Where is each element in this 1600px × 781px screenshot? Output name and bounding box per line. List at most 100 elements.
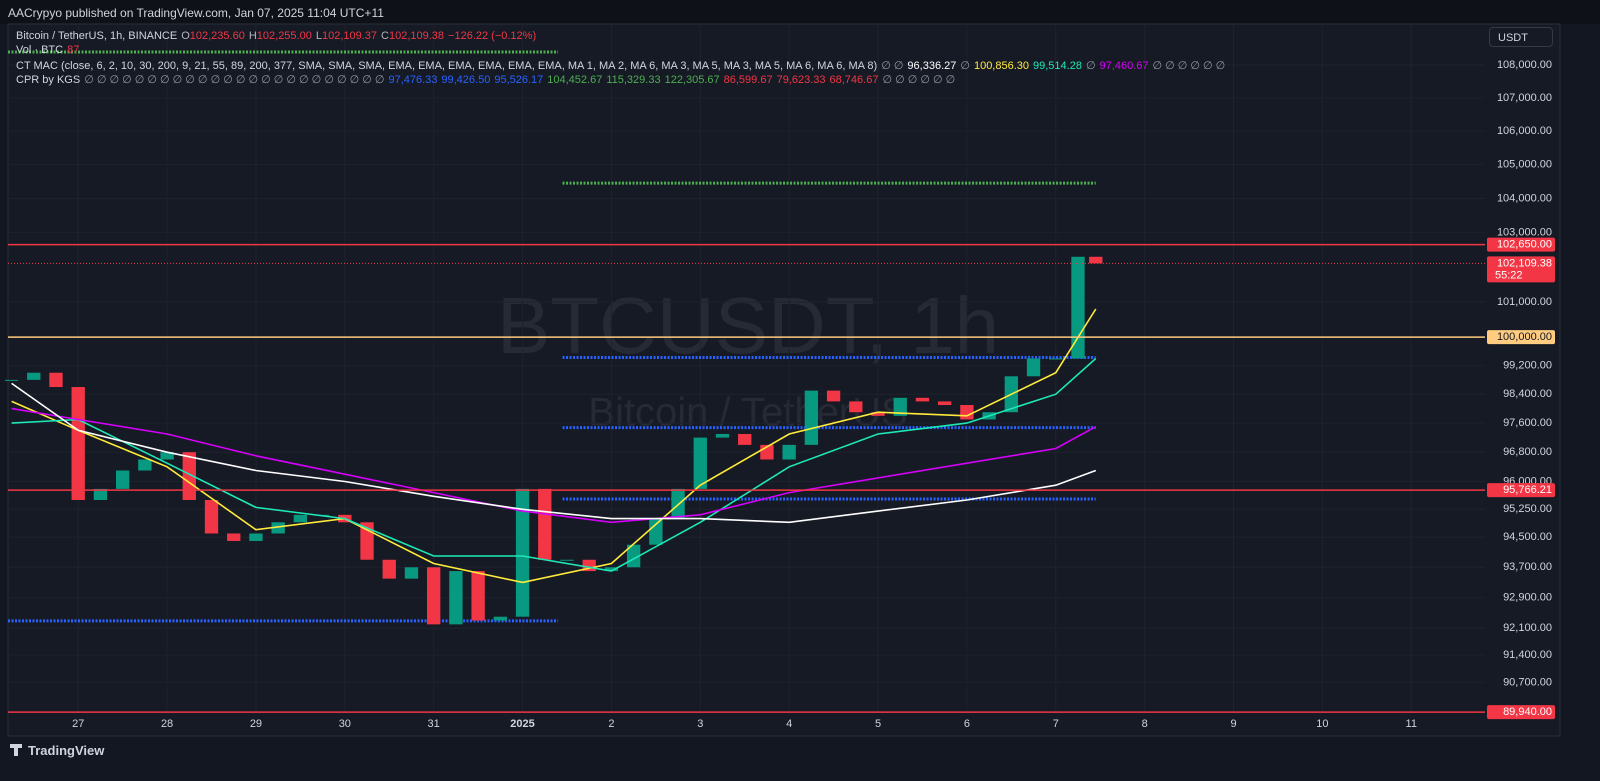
- mac-value: ∅: [1085, 60, 1096, 72]
- watermark-symbol: BTCUSDT, 1h: [497, 281, 999, 370]
- legend-symbol-row: Bitcoin / TetherUS, 1h, BINANCE O102,235.…: [16, 30, 540, 42]
- candle: [582, 559, 596, 572]
- x-tick-label: 30: [339, 718, 351, 730]
- ohlc-value: 102,255.00: [256, 30, 312, 42]
- currency-button[interactable]: USDT: [1489, 27, 1553, 47]
- candle: [4, 379, 19, 381]
- candle: [738, 433, 752, 445]
- cpr-value: 99,426.50: [441, 74, 491, 86]
- cpr-value: 97,476.33: [388, 74, 438, 86]
- candle: [93, 488, 108, 501]
- price-level-label: 100,000.00: [1497, 331, 1552, 343]
- candle: [1049, 358, 1063, 360]
- candle: [715, 433, 730, 438]
- y-tick-label: 95,250.00: [1503, 503, 1552, 515]
- x-tick-label: 11: [1406, 718, 1417, 730]
- legend-cpr-row: CPR by KGS ∅ ∅ ∅ ∅ ∅ ∅ ∅ ∅ ∅ ∅ ∅ ∅ ∅ ∅ ∅ …: [16, 73, 959, 86]
- price-label-box: [1487, 330, 1555, 345]
- x-tick-label: 5: [875, 718, 881, 730]
- mac-value: 97,460.67: [1099, 60, 1149, 72]
- footer: TradingView: [28, 743, 105, 758]
- cpr-value: 86,599.67: [723, 74, 773, 86]
- cpr-label: CPR by KGS: [16, 74, 81, 86]
- cpr-value: 68,746.67: [829, 74, 879, 86]
- x-tick-label: 2: [608, 718, 614, 730]
- candle: [293, 514, 308, 523]
- top-bar: [0, 0, 1600, 24]
- ohlc-key: L: [315, 30, 322, 42]
- candle: [204, 500, 219, 534]
- mac-value: ∅: [960, 60, 970, 72]
- x-tick-label: 8: [1142, 718, 1148, 730]
- x-tick-label: 7: [1053, 718, 1059, 730]
- candle: [960, 405, 974, 420]
- ohlc-key: H: [248, 30, 257, 42]
- x-tick-label: 31: [428, 718, 440, 730]
- mac-value: ∅ ∅ ∅ ∅ ∅ ∅: [1152, 60, 1226, 72]
- x-tick-label: 3: [697, 718, 703, 730]
- candle: [138, 459, 152, 471]
- volume-label: Vol · BTC: [16, 44, 64, 56]
- plot-area: [7, 23, 1561, 737]
- candle: [693, 437, 707, 489]
- y-tick-label: 106,000.00: [1497, 125, 1552, 137]
- y-tick-label: 98,400.00: [1503, 388, 1552, 400]
- candle: [249, 533, 263, 541]
- y-tick-label: 93,700.00: [1503, 561, 1552, 573]
- candle: [1089, 256, 1103, 264]
- logo: [10, 744, 22, 756]
- candle: [871, 412, 885, 416]
- symbol: Bitcoin / TetherUS, 1h, BINANCE: [16, 30, 178, 42]
- legend-volume-row: Vol · BTC 87: [16, 44, 83, 56]
- ohlc-value: 102,109.37: [321, 30, 378, 42]
- candle: [626, 544, 641, 568]
- y-tick-label: 90,700.00: [1503, 676, 1552, 688]
- mac-label: CT MAC (close, 6, 2, 10, 30, 200, 9, 21,…: [16, 60, 878, 72]
- publisher: AACrypyo published on TradingView.com, J…: [8, 6, 384, 20]
- moving-average: [11, 308, 1097, 584]
- candle: [27, 372, 41, 380]
- volume-value: 87: [67, 44, 80, 56]
- series-layer: 27 28 29 30 31 2025 2 3 4 5 6 7 8 9 10 11 90,700.00 91,40…: [4, 24, 1555, 730]
- y-tick-label: 92,900.00: [1503, 592, 1552, 604]
- candle: [382, 559, 396, 579]
- candle: [404, 567, 419, 579]
- candle: [604, 567, 619, 572]
- cpr-value: 95,526.17: [494, 74, 544, 86]
- cpr-value: 122,305.67: [664, 74, 720, 86]
- mac-value: 100,856.30: [973, 60, 1030, 72]
- y-tick-label: 101,000.00: [1497, 296, 1552, 308]
- moving-average: [11, 357, 1097, 572]
- candle: [271, 522, 285, 534]
- x-tick-label: 29: [250, 718, 262, 730]
- y-tick-label: 99,200.00: [1503, 359, 1552, 371]
- candle: [471, 571, 485, 621]
- price-label-box: [1487, 483, 1555, 498]
- x-tick-label: 6: [964, 718, 970, 730]
- y-tick-label: 91,400.00: [1503, 649, 1552, 661]
- cpr-value: ∅ ∅ ∅ ∅ ∅ ∅ ∅ ∅ ∅ ∅ ∅ ∅ ∅ ∅ ∅ ∅ ∅ ∅ ∅ ∅ …: [84, 74, 385, 86]
- x-tick-label: 27: [72, 718, 84, 730]
- price-label-box: [1487, 237, 1555, 252]
- last-price-label: 102,109.38: [1497, 257, 1552, 269]
- price-level-label: 95,766.21: [1503, 484, 1552, 496]
- candle: [115, 470, 130, 489]
- candle: [804, 390, 819, 445]
- y-tick-label: 107,000.00: [1497, 92, 1552, 104]
- ohlc-key: O: [181, 30, 190, 42]
- y-tick-label: 105,000.00: [1497, 159, 1552, 171]
- ohlc-key: C: [381, 30, 389, 42]
- candle: [560, 559, 574, 561]
- candle: [160, 452, 174, 460]
- x-tick-label: 10: [1316, 718, 1328, 730]
- candle: [182, 452, 196, 501]
- price-label-box: [1487, 705, 1555, 720]
- price-level-label: 102,650.00: [1497, 239, 1552, 251]
- y-tick-label: 103,000.00: [1497, 227, 1552, 239]
- y-tick-label: 97,600.00: [1503, 417, 1552, 429]
- candle: [849, 401, 863, 413]
- x-tick-label: 4: [786, 718, 792, 730]
- y-tick-label: 94,500.00: [1503, 531, 1552, 543]
